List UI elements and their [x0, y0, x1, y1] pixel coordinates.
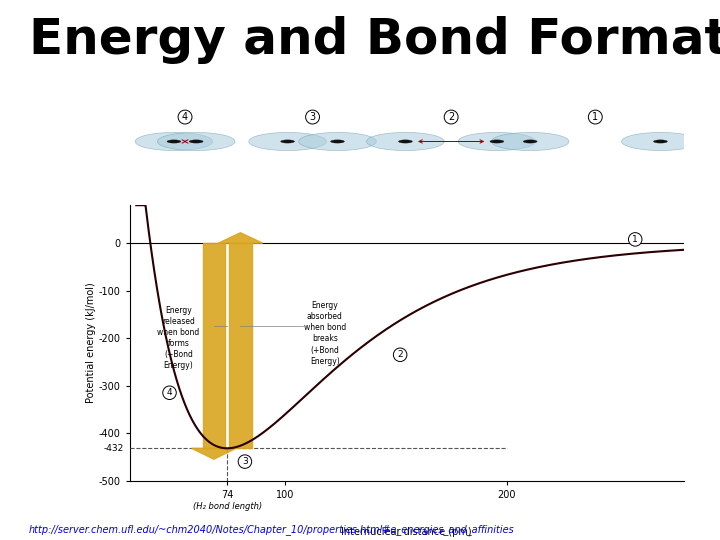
Text: Energy
absorbed
when bond
breaks
(+Bond
Energy): Energy absorbed when bond breaks (+Bond … — [304, 301, 346, 366]
Text: -432: -432 — [104, 444, 124, 453]
Text: (H₂ bond length): (H₂ bond length) — [193, 502, 262, 511]
Text: 1: 1 — [593, 112, 598, 122]
Text: 3: 3 — [242, 457, 248, 466]
Text: 3: 3 — [310, 112, 315, 122]
Text: http://server.chem.ufl.edu/~chm2040/Notes/Chapter_10/properties.html#e_energies_: http://server.chem.ufl.edu/~chm2040/Note… — [29, 524, 515, 535]
Text: Energy
released
when bond
forms
(−Bond
Energy): Energy released when bond forms (−Bond E… — [157, 306, 199, 370]
Circle shape — [458, 132, 536, 151]
Circle shape — [157, 132, 235, 151]
Polygon shape — [203, 243, 225, 448]
Circle shape — [135, 132, 213, 151]
Polygon shape — [218, 233, 263, 243]
Circle shape — [523, 140, 537, 143]
Circle shape — [299, 132, 377, 151]
Polygon shape — [192, 448, 236, 459]
Circle shape — [621, 132, 699, 151]
X-axis label: Internuclear distance (pm): Internuclear distance (pm) — [341, 528, 472, 537]
Circle shape — [281, 140, 294, 143]
Text: 4: 4 — [182, 112, 188, 122]
Circle shape — [490, 140, 504, 143]
Circle shape — [167, 140, 181, 143]
Text: 1: 1 — [632, 235, 638, 244]
Circle shape — [366, 132, 444, 151]
Text: 2: 2 — [397, 350, 403, 359]
Circle shape — [654, 140, 667, 143]
Circle shape — [330, 140, 344, 143]
Polygon shape — [230, 243, 251, 448]
Text: 4: 4 — [167, 388, 172, 397]
Text: Energy and Bond Formation: Energy and Bond Formation — [29, 16, 720, 64]
Circle shape — [189, 140, 203, 143]
Circle shape — [398, 140, 413, 143]
Circle shape — [491, 132, 569, 151]
Circle shape — [249, 132, 326, 151]
Y-axis label: Potential energy (kJ/mol): Potential energy (kJ/mol) — [86, 282, 96, 403]
Text: 2: 2 — [448, 112, 454, 122]
